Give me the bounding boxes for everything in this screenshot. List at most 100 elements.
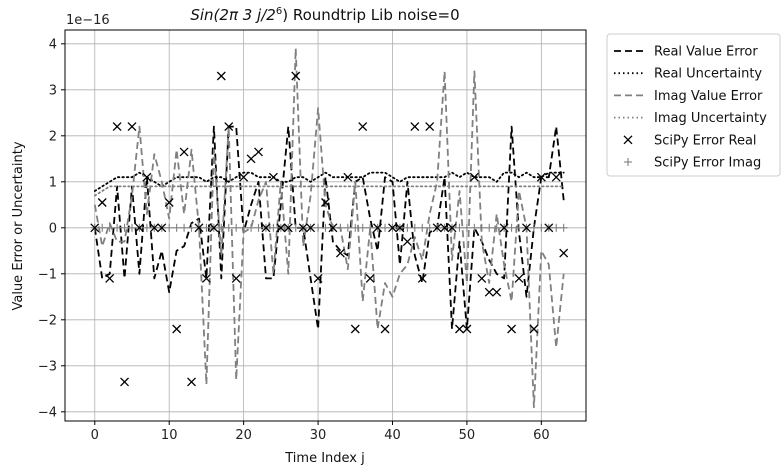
scipy-real-point bbox=[484, 287, 494, 297]
title-exponent: 6 bbox=[276, 6, 282, 17]
x-axis-label: Time Index j bbox=[284, 451, 364, 466]
scipy-real-point bbox=[529, 324, 539, 334]
scipy-real-point bbox=[425, 122, 435, 132]
scipy-imag-point bbox=[187, 223, 196, 232]
legend: Real Value Error Real Uncertainty Imag Val… bbox=[606, 33, 781, 177]
scipy-imag-point bbox=[529, 223, 538, 232]
scipy-imag-point bbox=[559, 223, 568, 232]
scipy-real-point bbox=[172, 324, 182, 334]
y-axis-label: Value Error or Uncertainty bbox=[11, 141, 26, 310]
scipy-imag-point bbox=[537, 223, 546, 232]
scipy-real-point bbox=[97, 198, 107, 207]
legend-label: Imag Value Error bbox=[654, 89, 763, 104]
scipy-imag-point bbox=[142, 223, 151, 232]
scipy-real-point bbox=[298, 223, 308, 233]
legend-box bbox=[606, 33, 781, 177]
scipy-imag-point bbox=[366, 223, 375, 232]
scipy-real-point bbox=[254, 147, 263, 157]
scipy-imag-point bbox=[507, 223, 516, 232]
scipy-real-point bbox=[440, 223, 450, 233]
scipy-real-point bbox=[521, 223, 531, 233]
series-imag-uncertainty bbox=[93, 185, 565, 197]
scipy-real-point bbox=[536, 172, 546, 182]
scipy-real-point bbox=[127, 122, 137, 132]
legend-label: SciPy Error Imag bbox=[654, 156, 761, 171]
scipy-real-point bbox=[335, 248, 345, 258]
scipy-real-point bbox=[120, 377, 130, 387]
x-tick-label: 50 bbox=[459, 428, 476, 443]
scipy-imag-point bbox=[462, 223, 471, 232]
scipy-real-point bbox=[216, 71, 226, 81]
y-tick-label: 4 bbox=[49, 37, 57, 52]
scipy-real-point bbox=[157, 223, 167, 233]
scipy-real-point bbox=[231, 273, 241, 283]
scipy-real-point bbox=[492, 287, 502, 297]
scipy-imag-point bbox=[470, 223, 479, 232]
scipy-imag-point bbox=[492, 223, 501, 232]
scipy-real-point bbox=[194, 223, 204, 233]
scipy-real-point bbox=[90, 223, 100, 233]
scipy-real-point bbox=[239, 172, 249, 182]
scipy-imag-point bbox=[351, 223, 360, 232]
scipy-real-point bbox=[417, 273, 427, 283]
scipy-imag-point bbox=[172, 223, 181, 232]
scipy-imag-point bbox=[217, 223, 226, 232]
title-suffix: ) Roundtrip Lib noise=0 bbox=[282, 6, 459, 24]
scipy-real-point bbox=[469, 172, 479, 182]
scipy-imag-point bbox=[105, 223, 114, 232]
scipy-imag-point bbox=[485, 223, 494, 232]
y-tick-label: 0 bbox=[49, 221, 57, 236]
scipy-real-point bbox=[149, 223, 159, 233]
chart-title: Sin(2π 3 j/26) Roundtrip Lib noise=0 bbox=[190, 6, 459, 24]
scipy-real-point bbox=[499, 223, 509, 233]
scipy-real-point bbox=[365, 273, 375, 283]
scipy-real-point bbox=[201, 273, 211, 283]
legend-item: Imag Uncertainty bbox=[614, 111, 767, 126]
scipy-real-point bbox=[306, 223, 316, 233]
scipy-imag-point bbox=[165, 223, 174, 232]
y-multiplier-label: 1e−16 bbox=[66, 13, 110, 28]
scipy-imag-point bbox=[232, 223, 241, 232]
legend-marker bbox=[624, 158, 632, 166]
scipy-real-point bbox=[209, 223, 219, 233]
scipy-imag-point bbox=[336, 223, 345, 232]
legend-label: Real Uncertainty bbox=[654, 67, 762, 82]
scipy-imag-point bbox=[180, 223, 189, 232]
y-tick-label: −2 bbox=[38, 313, 57, 328]
scipy-imag-point bbox=[291, 223, 300, 232]
y-tick-label: −4 bbox=[38, 405, 57, 420]
y-tick-label: 2 bbox=[49, 129, 57, 144]
scipy-real-point bbox=[455, 324, 464, 334]
scipy-imag-point bbox=[343, 223, 352, 232]
x-tick-label: 0 bbox=[91, 428, 99, 443]
scipy-real-point bbox=[402, 237, 412, 247]
scipy-real-point bbox=[559, 248, 569, 258]
x-axis: 0 10 20 30 40 50 60 bbox=[91, 421, 550, 443]
x-tick-label: 10 bbox=[161, 428, 178, 443]
legend-item: SciPy Error Real bbox=[623, 133, 757, 148]
legend-item: SciPy Error Imag bbox=[624, 156, 761, 171]
scipy-real-point bbox=[142, 172, 152, 182]
y-tick-label: 3 bbox=[49, 83, 57, 98]
scipy-real-point bbox=[544, 223, 554, 233]
x-tick-label: 40 bbox=[384, 428, 401, 443]
scipy-imag-point bbox=[455, 223, 464, 232]
scipy-real-point bbox=[321, 198, 330, 207]
scipy-imag-point bbox=[477, 223, 486, 232]
scipy-real-point bbox=[432, 223, 442, 233]
x-tick-label: 20 bbox=[235, 428, 252, 443]
y-tick-label: −1 bbox=[38, 267, 57, 282]
scipy-imag-point bbox=[403, 223, 412, 232]
scipy-imag-point bbox=[410, 223, 419, 232]
plot-frame bbox=[64, 29, 587, 422]
scipy-real-point bbox=[551, 172, 561, 182]
markers-layer bbox=[90, 71, 569, 387]
scipy-real-point bbox=[462, 324, 472, 334]
scipy-real-point bbox=[246, 154, 256, 164]
scipy-imag-point bbox=[269, 223, 278, 232]
scipy-real-point bbox=[410, 122, 420, 132]
scipy-real-point bbox=[328, 223, 338, 233]
series-real-value-error bbox=[93, 125, 565, 330]
scipy-real-point bbox=[514, 273, 524, 283]
